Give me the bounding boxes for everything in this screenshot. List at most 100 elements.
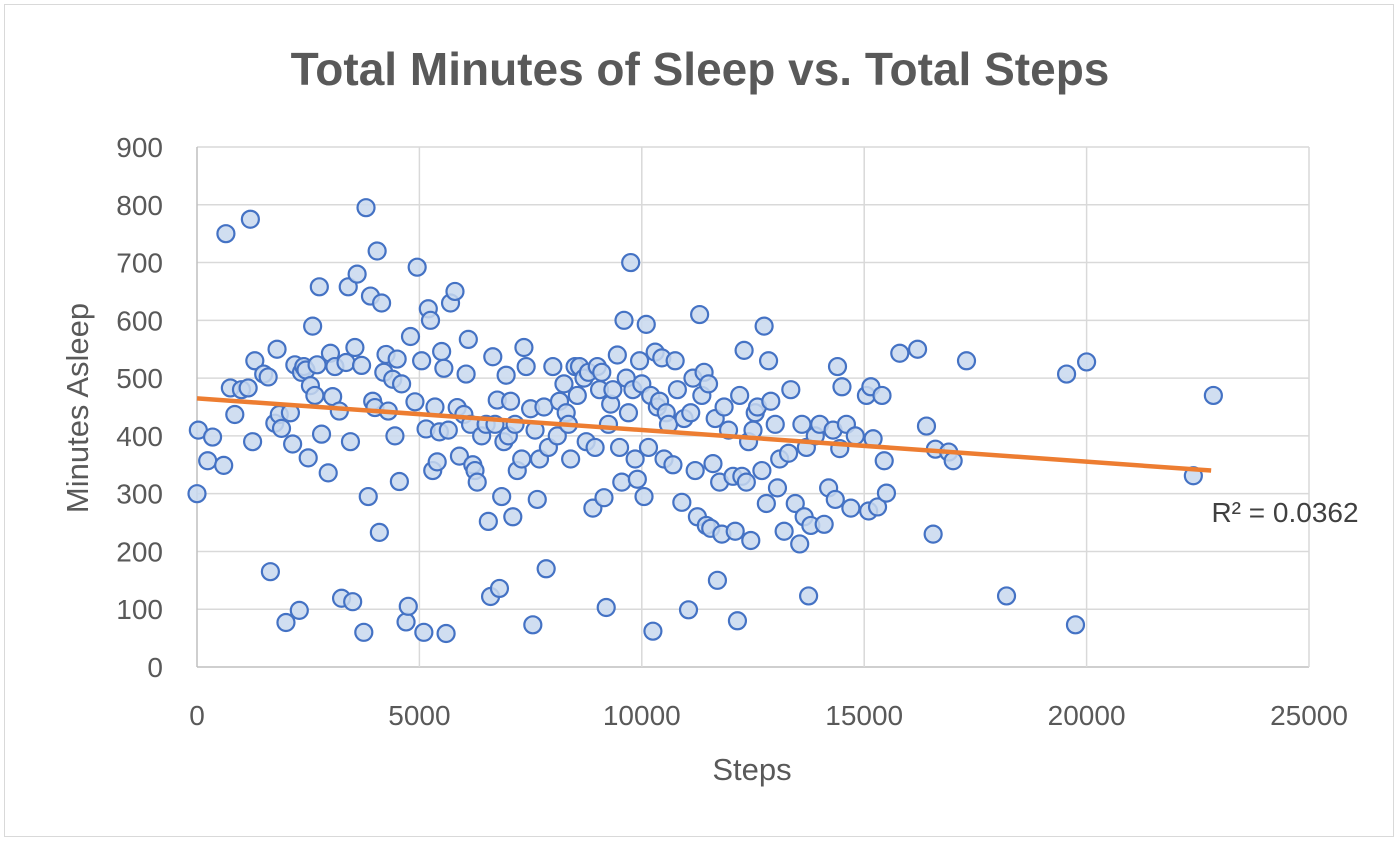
data-point	[876, 483, 897, 503]
data-point	[636, 314, 656, 334]
data-point	[407, 257, 427, 277]
data-point	[187, 484, 207, 504]
data-point	[318, 463, 338, 483]
y-tick-label: 300	[116, 479, 163, 510]
data-point	[536, 559, 556, 579]
data-point	[198, 451, 218, 471]
y-tick-label: 500	[116, 363, 163, 394]
data-point	[523, 615, 543, 635]
data-point	[445, 281, 465, 302]
data-point	[765, 414, 785, 434]
data-point	[385, 426, 405, 446]
data-point	[276, 612, 296, 633]
data-point	[456, 364, 476, 384]
data-point	[543, 356, 563, 377]
data-point	[781, 380, 801, 400]
data-point	[612, 472, 632, 492]
data-point	[449, 446, 470, 466]
data-point	[298, 448, 318, 468]
data-point	[561, 449, 581, 469]
data-point	[736, 472, 756, 492]
data-point	[554, 374, 574, 394]
data-point	[741, 530, 761, 551]
data-point	[467, 472, 487, 492]
data-point	[734, 340, 754, 360]
data-point	[1065, 615, 1086, 635]
data-point	[756, 493, 776, 514]
data-point	[634, 486, 654, 507]
data-point	[890, 343, 910, 363]
data-point	[271, 418, 292, 438]
data-point	[400, 326, 421, 347]
data-point	[405, 392, 425, 412]
y-tick-label: 0	[147, 652, 163, 683]
data-point	[618, 403, 639, 423]
data-point	[725, 521, 745, 541]
data-point	[527, 489, 547, 510]
data-point	[592, 362, 612, 382]
data-point	[785, 493, 805, 514]
data-point	[841, 498, 861, 518]
data-point	[761, 391, 781, 411]
data-point	[427, 452, 447, 472]
data-point	[238, 378, 258, 398]
data-point	[665, 351, 685, 371]
data-point	[758, 351, 779, 371]
x-tick-label: 5000	[388, 700, 450, 731]
data-point	[412, 351, 432, 371]
data-point	[432, 341, 452, 362]
data-point	[547, 426, 567, 446]
data-point	[512, 449, 532, 469]
data-point	[996, 586, 1017, 606]
data-point	[845, 426, 865, 446]
data-point	[672, 492, 692, 512]
data-point	[225, 404, 245, 425]
gridlines	[196, 146, 1310, 668]
data-point	[398, 596, 418, 616]
data-point	[956, 351, 977, 371]
data-point	[872, 385, 892, 406]
data-point	[681, 403, 701, 423]
data-point	[354, 622, 374, 642]
data-point	[825, 489, 845, 510]
chart-title: Total Minutes of Sleep vs. Total Steps	[291, 43, 1110, 95]
data-point	[767, 478, 788, 498]
x-tick-label: 0	[189, 700, 205, 731]
data-point	[500, 391, 521, 411]
data-point	[609, 437, 630, 458]
y-tick-label: 900	[116, 132, 163, 163]
data-points	[187, 198, 1223, 644]
data-point	[832, 377, 852, 397]
data-point	[358, 486, 378, 507]
data-point	[414, 622, 434, 642]
data-point	[754, 316, 774, 336]
data-point	[343, 592, 363, 612]
data-point	[685, 460, 705, 481]
data-point	[458, 329, 478, 349]
x-tick-label: 25000	[1270, 700, 1348, 731]
data-point	[396, 612, 416, 632]
data-point	[790, 534, 810, 554]
data-point	[596, 597, 616, 618]
data-point	[214, 455, 234, 475]
x-tick-label: 20000	[1048, 700, 1126, 731]
data-point	[534, 397, 554, 417]
data-point	[621, 252, 641, 273]
data-point	[340, 432, 361, 452]
data-point	[643, 621, 663, 641]
data-point	[774, 521, 794, 541]
data-point	[303, 316, 323, 336]
data-point	[289, 600, 309, 620]
y-tick-label: 200	[116, 536, 163, 567]
data-point	[678, 600, 699, 620]
y-tick-label: 600	[116, 305, 163, 336]
data-point	[283, 434, 303, 454]
data-point	[1076, 352, 1097, 372]
y-axis-label: Minutes Asleep	[60, 303, 95, 513]
data-point	[638, 437, 659, 458]
data-point	[243, 432, 263, 452]
data-point	[778, 443, 799, 463]
data-point	[567, 385, 587, 406]
data-point	[798, 586, 819, 606]
